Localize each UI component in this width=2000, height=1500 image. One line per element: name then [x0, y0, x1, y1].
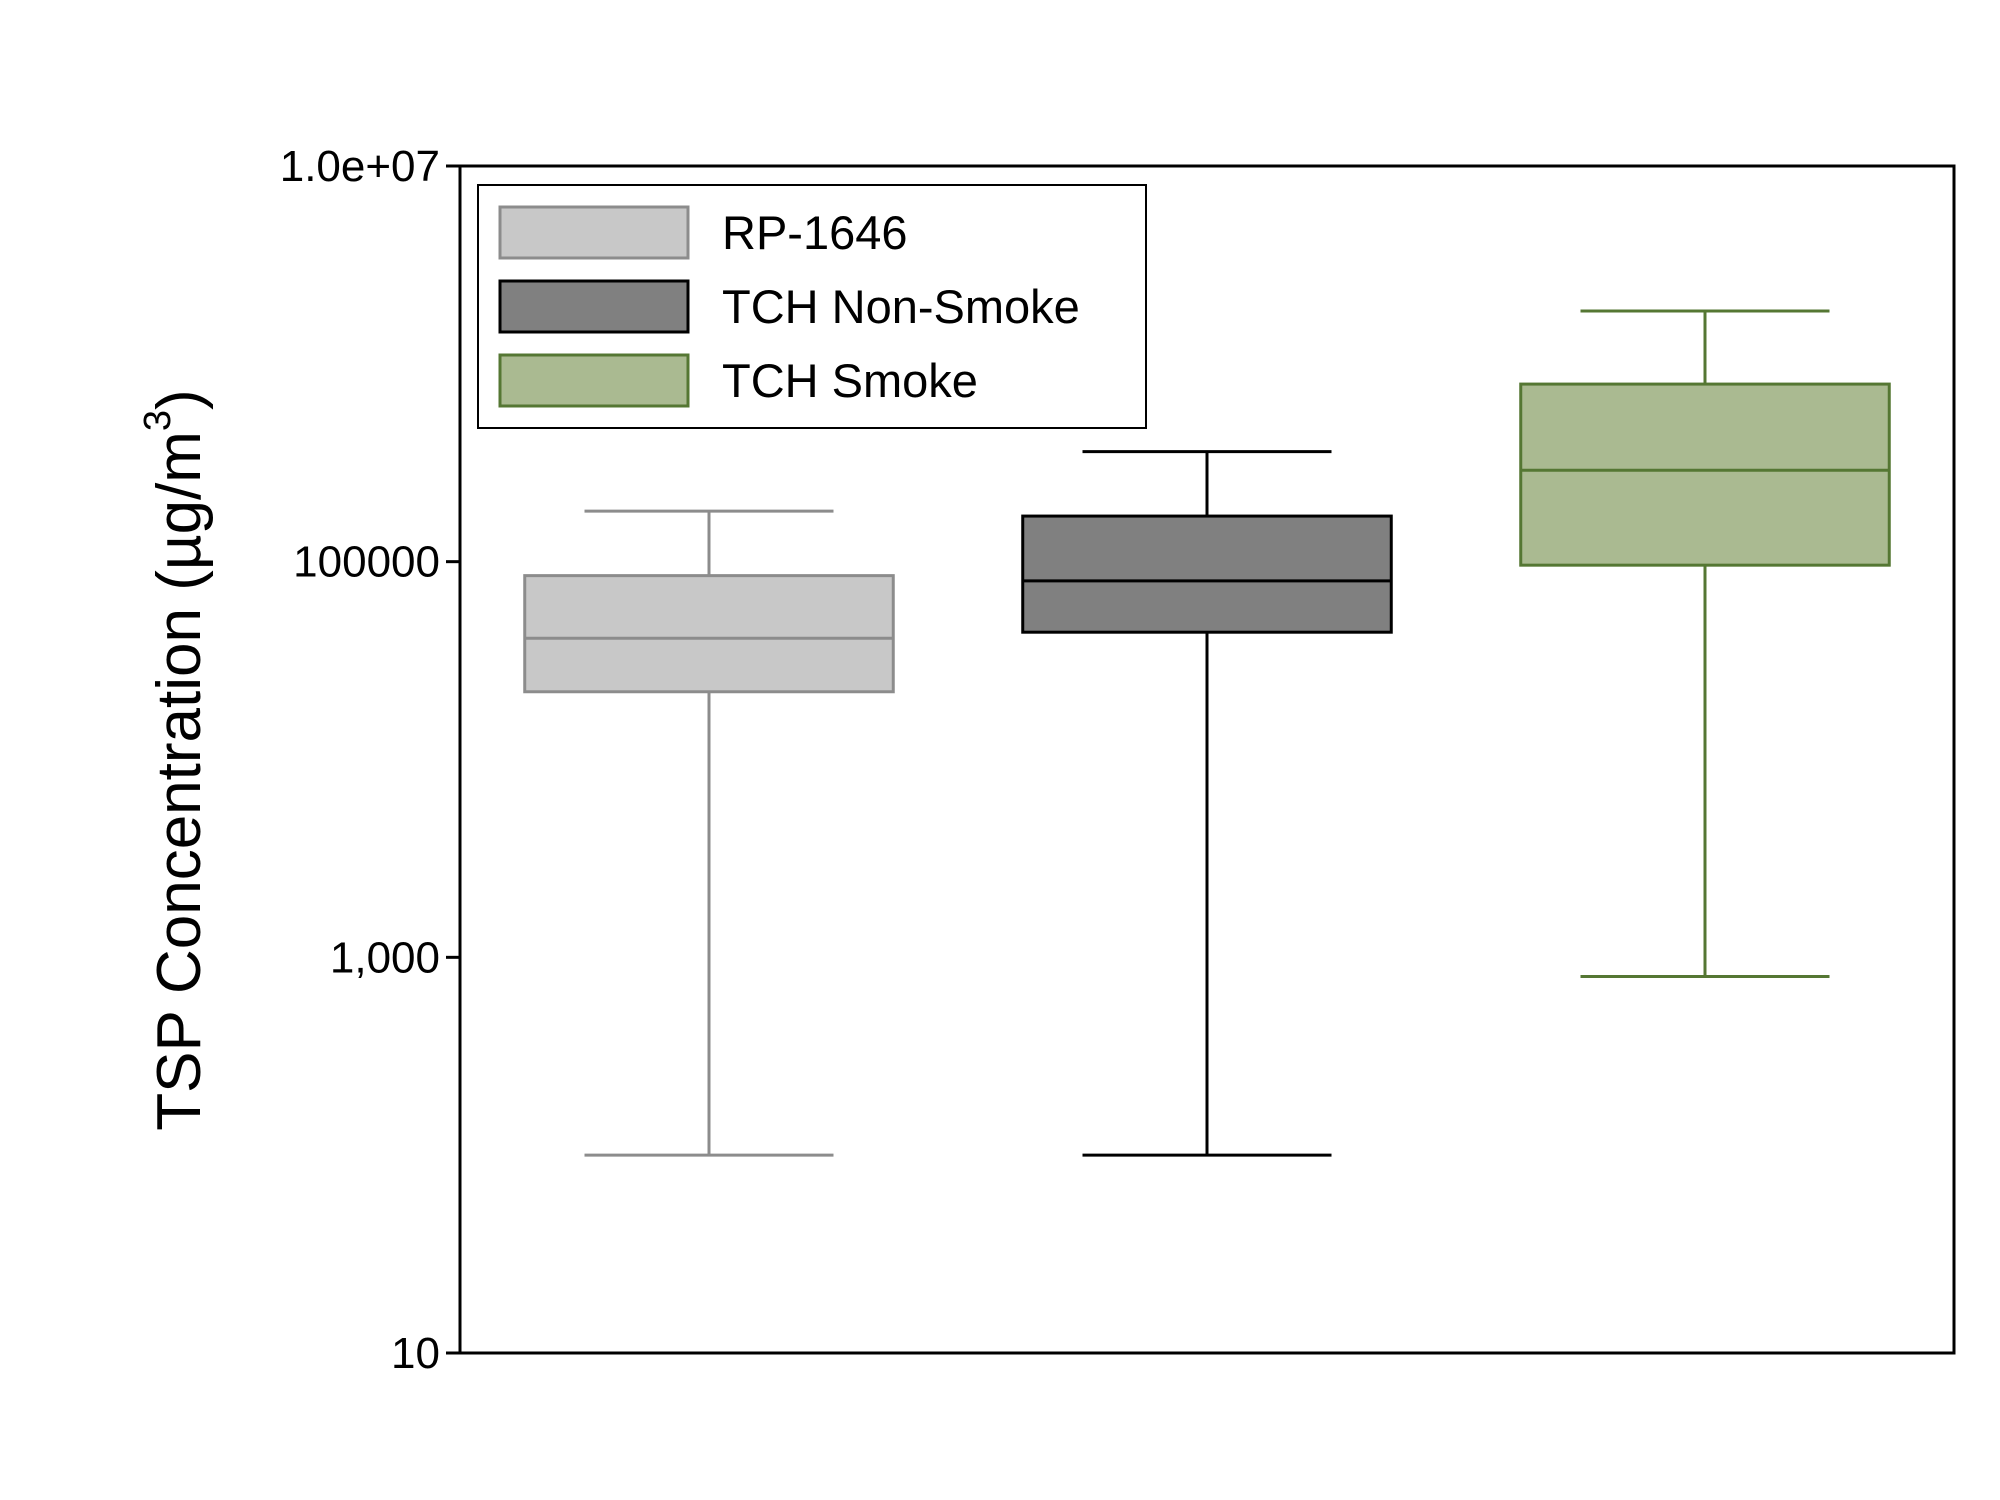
box-iqr	[1021, 514, 1393, 634]
legend: RP-1646 TCH Non-Smoke TCH Smoke	[477, 184, 1147, 429]
y-tick-label: 10	[391, 1329, 440, 1378]
legend-label: TCH Non-Smoke	[722, 280, 1080, 333]
legend-entries: RP-1646 TCH Non-Smoke TCH Smoke	[498, 205, 1080, 408]
y-axis-title: TSP Concentration (µg/m3)	[137, 389, 214, 1130]
y-tick-label: 100000	[293, 538, 440, 587]
legend-swatch	[498, 279, 690, 334]
box-rp-1646	[523, 509, 895, 1157]
y-axis: 10 1,000 100000 1.0e+07	[280, 142, 460, 1378]
box-tch-smoke	[1519, 309, 1891, 979]
y-tick-label: 1.0e+07	[280, 142, 440, 191]
y-axis-title-superscript: 3	[137, 410, 179, 431]
y-axis-title-close: )	[145, 389, 214, 410]
legend-swatch	[498, 205, 690, 260]
y-tick-label: 1,000	[330, 933, 440, 982]
box-series-group	[523, 309, 1891, 1157]
y-axis-title-text: TSP Concentration (µg/m	[145, 431, 214, 1131]
legend-label: RP-1646	[722, 206, 908, 259]
box-iqr	[523, 574, 895, 694]
legend-swatch	[498, 353, 690, 408]
legend-label: TCH Smoke	[722, 354, 978, 407]
box-iqr	[1519, 382, 1891, 567]
box-tch-non-smoke	[1021, 450, 1393, 1157]
plot-area-frame	[458, 164, 1956, 1355]
